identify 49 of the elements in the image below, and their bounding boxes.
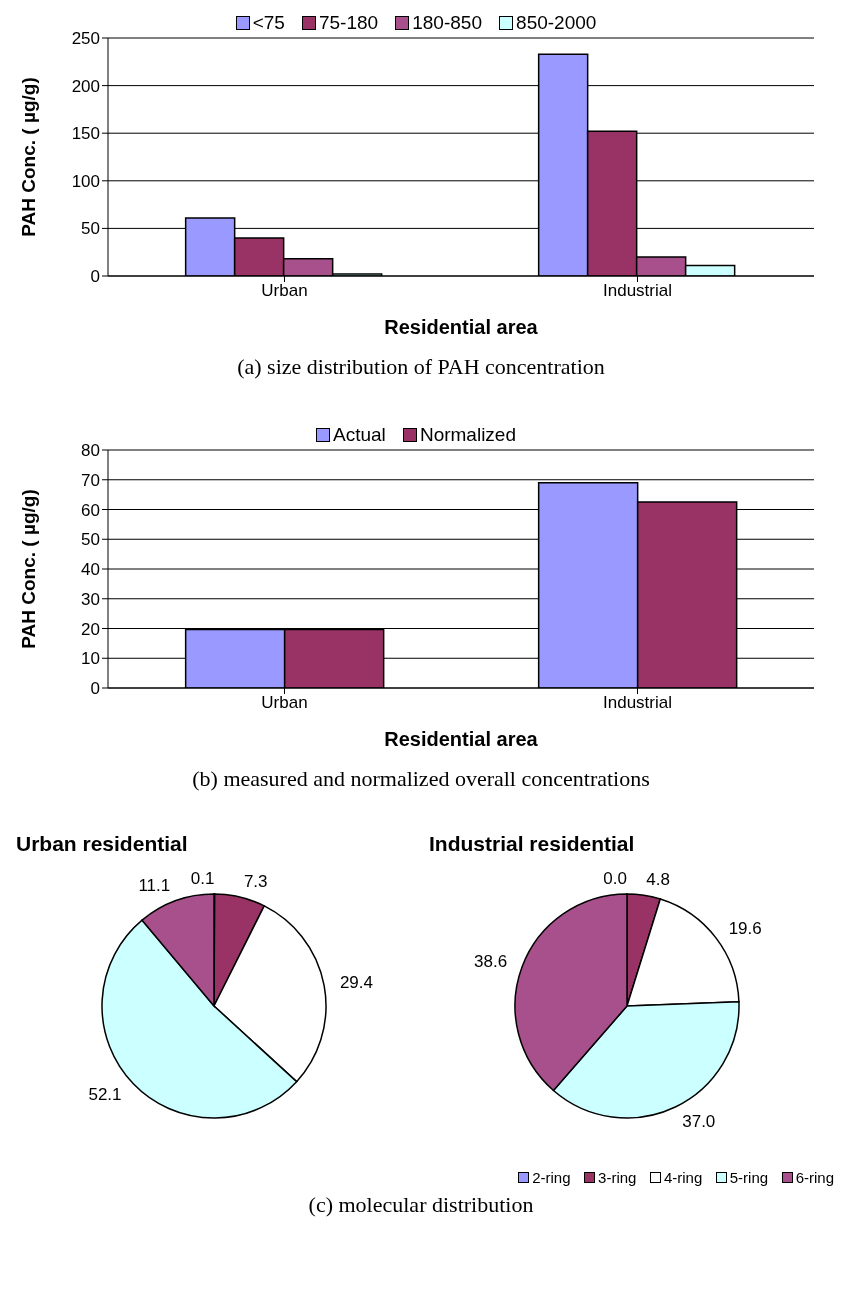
legend-label: 4-ring <box>663 1169 703 1186</box>
text: (b) measured and normalized overall concentrations <box>191 766 651 792</box>
y-tick-label: 250 <box>71 29 100 49</box>
x-axis-title: Residential area <box>384 728 539 750</box>
y-tick-label: 0 <box>90 267 100 287</box>
data-label: 19.6 <box>728 918 762 938</box>
data-label: 0.1 <box>190 868 215 888</box>
data-label: 11.1 <box>138 876 171 896</box>
data-label: 37.0 <box>682 1111 716 1131</box>
chart-title: Urban residential <box>16 832 189 856</box>
y-tick-label: 80 <box>81 441 100 461</box>
y-tick-label: 70 <box>81 470 100 490</box>
legend-label: 180-850 <box>412 12 482 34</box>
legend-label: Actual <box>333 424 386 446</box>
y-axis-title: PAH Conc. ( µg/g) <box>17 489 39 649</box>
data-label: 38.6 <box>474 951 508 971</box>
legend-label: <75 <box>252 12 285 34</box>
data-label: 4.8 <box>646 869 670 889</box>
legend-label: 850-2000 <box>516 12 597 34</box>
x-tick-label: Industrial <box>603 281 672 301</box>
x-tick-label: Urban <box>261 281 308 301</box>
chart-title: Industrial residential <box>429 832 636 856</box>
data-label: 29.4 <box>339 973 373 993</box>
x-tick-label: Industrial <box>603 693 672 713</box>
y-tick-label: 60 <box>81 500 100 520</box>
legend-label: 6-ring <box>795 1169 834 1186</box>
y-tick-label: 50 <box>81 219 100 239</box>
x-axis-title: Residential area <box>384 316 539 338</box>
legend-label: 3-ring <box>598 1169 637 1186</box>
data-label: 52.1 <box>88 1085 122 1104</box>
legend-label: Normalized <box>419 424 516 446</box>
y-tick-label: 20 <box>81 619 100 639</box>
y-axis-title: PAH Conc. ( µg/g) <box>17 77 39 237</box>
legend-label: 75-180 <box>318 12 379 34</box>
y-tick-label: 200 <box>71 76 100 96</box>
text: (a) size distribution of PAH concentration <box>236 354 606 380</box>
y-tick-label: 100 <box>71 171 100 191</box>
y-tick-label: 10 <box>81 649 100 669</box>
legend-label: 2-ring <box>532 1169 571 1186</box>
text: 0.0 <box>603 868 627 888</box>
y-tick-label: 30 <box>81 589 100 609</box>
y-tick-label: 50 <box>81 530 100 550</box>
x-tick-label: Urban <box>261 693 308 713</box>
data-label: 7.3 <box>243 872 268 892</box>
text: (c) molecular distribution <box>307 1192 535 1218</box>
y-tick-label: 150 <box>71 124 100 144</box>
legend-label: 5-ring <box>729 1169 769 1186</box>
y-tick-label: 0 <box>90 679 100 699</box>
y-tick-label: 40 <box>81 560 100 580</box>
